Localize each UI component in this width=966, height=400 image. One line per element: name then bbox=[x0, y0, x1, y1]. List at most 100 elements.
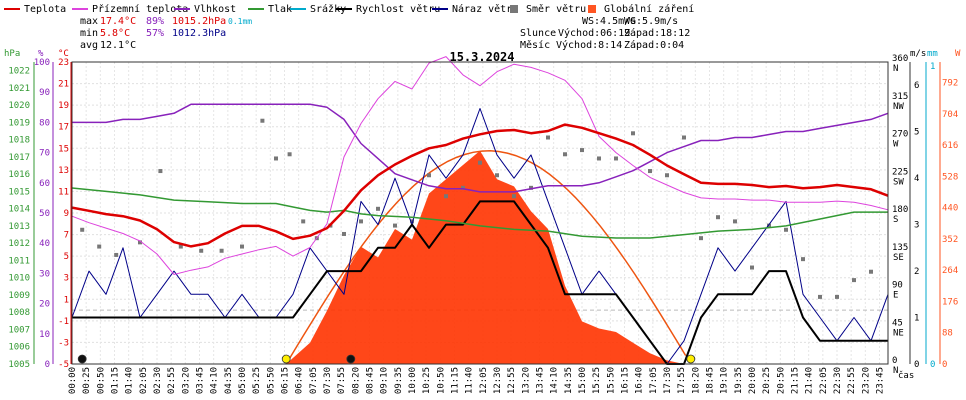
dir-tick-value: 135 bbox=[892, 243, 908, 253]
stats-avg-label: avg bbox=[80, 40, 98, 51]
dir-tick-label: E bbox=[893, 291, 898, 301]
mm-tick: 1 bbox=[930, 62, 935, 72]
dir-point bbox=[614, 156, 618, 161]
time-tick: 19:35 bbox=[734, 367, 744, 394]
hpa-tick: 1016 bbox=[8, 170, 30, 180]
time-tick: 17:55 bbox=[677, 367, 687, 394]
ms-tick: 2 bbox=[914, 267, 919, 277]
time-tick: 14:35 bbox=[564, 367, 574, 394]
time-tick: 22:55 bbox=[847, 367, 857, 394]
legend-item-rain: Srážky bbox=[290, 3, 346, 15]
hpa-tick: 1022 bbox=[8, 67, 30, 77]
legend-item-rad: Globální záření bbox=[588, 3, 694, 15]
stats-block: max 17.4°C 89% 1015.2hPa 0.1mm min 5.8°C… bbox=[80, 16, 252, 51]
ms-tick: 4 bbox=[914, 174, 919, 184]
time-tick: 16:15 bbox=[621, 367, 631, 394]
dir-point bbox=[580, 148, 584, 153]
time-tick: 16:40 bbox=[635, 367, 645, 394]
hpa-tick: 1012 bbox=[8, 239, 30, 249]
stats-avg-temp: 12.1°C bbox=[100, 40, 136, 51]
time-tick: 17:05 bbox=[649, 367, 659, 394]
series-feels-line bbox=[71, 56, 889, 275]
legend-swatch-rad bbox=[588, 5, 596, 13]
dir-tick-label: SW bbox=[893, 177, 904, 187]
legend-label-gust: Náraz větru bbox=[452, 3, 518, 15]
unit-pct: % bbox=[38, 49, 44, 59]
hpa-tick: 1015 bbox=[8, 187, 30, 197]
time-tick: 15:25 bbox=[592, 367, 602, 394]
dir-point bbox=[178, 244, 183, 249]
hpa-tick: 1010 bbox=[8, 274, 30, 284]
hpa-tick: 1019 bbox=[8, 118, 30, 128]
plot-area bbox=[71, 56, 889, 365]
stats-min-hum: 57% bbox=[146, 28, 164, 39]
dir-point bbox=[631, 131, 635, 136]
pct-tick: 80 bbox=[39, 118, 50, 128]
dir-point bbox=[784, 227, 788, 232]
dir-tick-value: 315 bbox=[892, 92, 908, 102]
dir-point bbox=[114, 252, 119, 257]
hpa-tick: 1008 bbox=[8, 308, 30, 318]
legend-item-dir: Směr větru bbox=[510, 3, 586, 15]
series-temp-line bbox=[71, 123, 889, 248]
degc-tick: 3 bbox=[64, 274, 69, 284]
unit-degc: °C bbox=[58, 49, 69, 59]
pct-tick: 40 bbox=[39, 239, 50, 249]
stats-min-press: 1012.3hPa bbox=[172, 28, 226, 39]
legend: Teplota Přízemní teplota Vlhkost Tlak Srážky… bbox=[4, 3, 694, 15]
degc-tick: -5 bbox=[58, 360, 69, 370]
degc-tick: -3 bbox=[58, 338, 69, 348]
time-tick: 10:25 bbox=[422, 367, 432, 394]
time-tick: 20:25 bbox=[762, 367, 772, 394]
dir-point bbox=[274, 156, 278, 161]
time-tick: 07:05 bbox=[309, 367, 319, 394]
sunrise-marker bbox=[281, 354, 291, 364]
legend-label-rain: Srážky bbox=[310, 3, 346, 15]
degc-tick: 23 bbox=[58, 58, 69, 68]
degc-tick: 1 bbox=[64, 295, 69, 305]
time-tick: 19:10 bbox=[720, 367, 730, 394]
time-tick: 12:55 bbox=[507, 367, 517, 394]
hpa-tick: 1017 bbox=[8, 153, 30, 163]
time-tick: 15:50 bbox=[606, 367, 616, 394]
dir-point bbox=[219, 248, 224, 253]
time-tick: 18:45 bbox=[706, 367, 716, 394]
w-tick: 0 bbox=[942, 360, 947, 370]
dir-tick-label: N bbox=[893, 366, 898, 376]
dir-point bbox=[410, 219, 414, 224]
dir-tick-value: 360 bbox=[892, 54, 908, 64]
time-tick: 05:50 bbox=[266, 367, 276, 394]
series-gust-line bbox=[71, 108, 889, 365]
stats-max-rain: 0.1mm bbox=[228, 17, 252, 26]
right-axes: 360N315NW270W225SW180S135SE90E45NE0N6543… bbox=[892, 54, 958, 376]
unit-mm: mm bbox=[927, 49, 938, 59]
info-sun-label: Slunce bbox=[520, 28, 556, 39]
legend-item-hum: Vlhkost bbox=[174, 4, 236, 15]
stats-min-temp: 5.8°C bbox=[100, 28, 130, 39]
dir-point bbox=[648, 169, 652, 174]
w-tick: 352 bbox=[942, 235, 958, 245]
time-tick: 23:45 bbox=[876, 367, 886, 394]
time-tick: 12:05 bbox=[479, 367, 489, 394]
legend-label-temp: Teplota bbox=[24, 4, 66, 15]
time-tick: 18:20 bbox=[691, 367, 701, 394]
left-axes: 1022102110201019101810171016101510141013… bbox=[8, 58, 72, 370]
time-axis: 00:00 00:25 00:50 01:15 01:40 02:05 02:30 02:55… bbox=[68, 367, 886, 394]
dir-point bbox=[199, 248, 204, 253]
dir-tick-label: N bbox=[893, 64, 898, 74]
dir-point bbox=[240, 244, 244, 249]
legend-label-press: Tlak bbox=[268, 4, 292, 15]
time-tick: 02:05 bbox=[139, 367, 149, 394]
pct-tick: 50 bbox=[39, 209, 50, 219]
info-moon-rise: Východ:8:14 bbox=[556, 39, 622, 51]
dir-point bbox=[801, 257, 805, 262]
unit-w: W bbox=[955, 49, 961, 59]
dir-tick-label: NW bbox=[893, 102, 904, 112]
series-humidity-line bbox=[72, 103, 889, 193]
time-tick: 02:55 bbox=[167, 367, 177, 394]
degc-tick: 5 bbox=[64, 252, 69, 262]
pct-tick: 10 bbox=[39, 330, 50, 340]
chart-title: 15.3.2024 bbox=[449, 50, 514, 64]
unit-time: čas bbox=[898, 370, 914, 381]
